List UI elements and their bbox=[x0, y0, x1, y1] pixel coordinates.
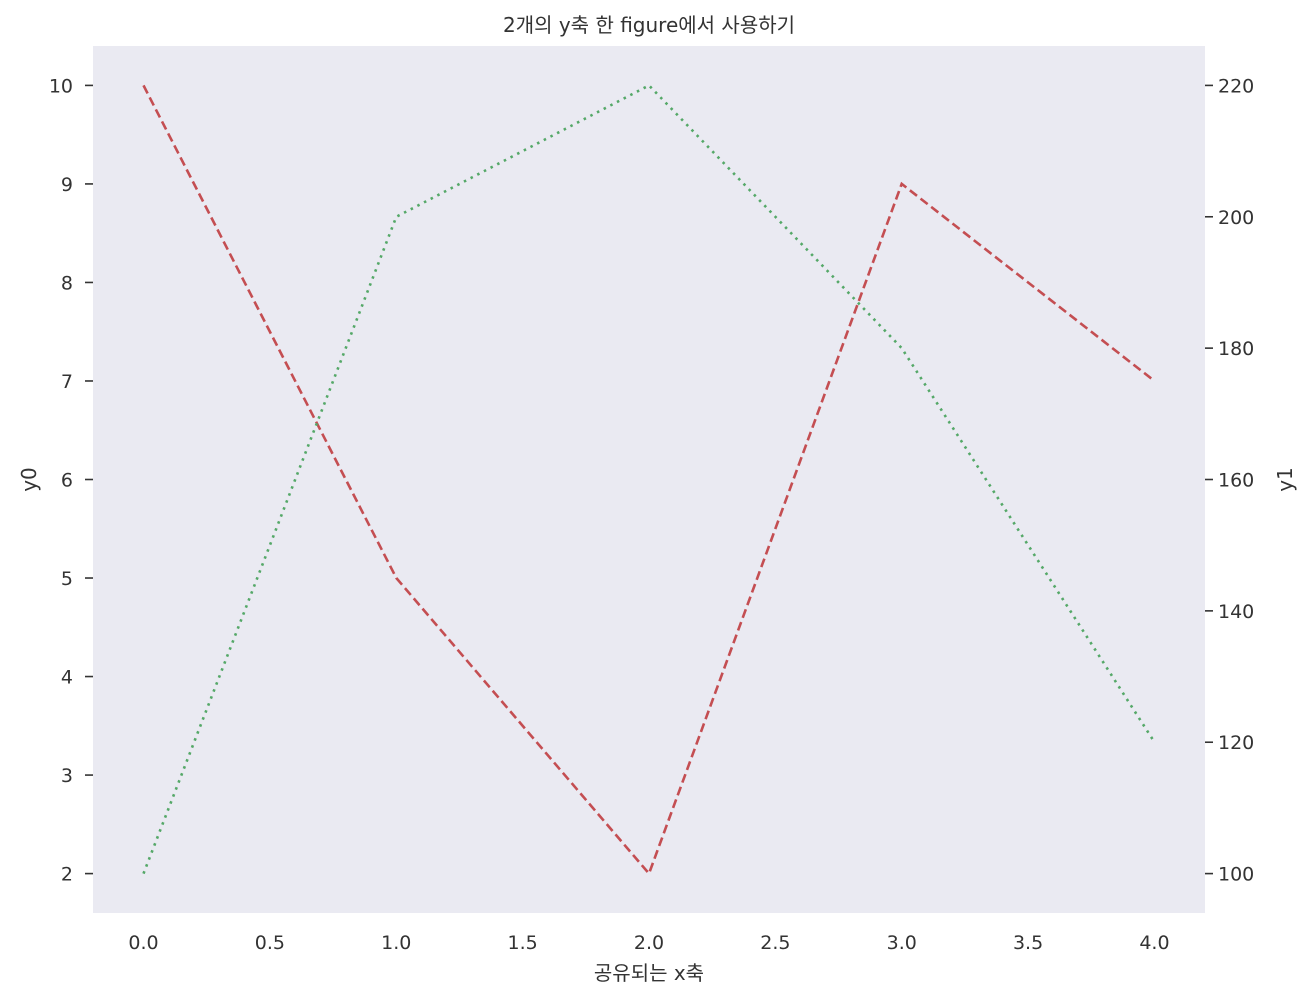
x-tick-label: 3.0 bbox=[887, 932, 917, 954]
chart-title: 2개의 y축 한 figure에서 사용하기 bbox=[503, 13, 795, 37]
left-y-tick-label: 3 bbox=[61, 765, 73, 787]
right-y-tick-label: 200 bbox=[1218, 207, 1254, 229]
x-tick-label: 0.5 bbox=[255, 932, 285, 954]
right-y-tick-label: 180 bbox=[1218, 338, 1254, 360]
right-y-tick-label: 160 bbox=[1218, 470, 1254, 492]
x-axis: 0.0 0.5 1.0 1.5 2.0 2.5 3.0 3.5 4.0 bbox=[128, 932, 1169, 954]
left-y-tick-label: 2 bbox=[61, 864, 73, 886]
x-tick-label: 2.5 bbox=[760, 932, 790, 954]
right-y-axis: 100 120 140 160 180 200 220 bbox=[1205, 75, 1254, 885]
x-tick-label: 2.0 bbox=[634, 932, 664, 954]
left-y-tick-label: 9 bbox=[61, 174, 73, 196]
x-tick-label: 0.0 bbox=[128, 932, 158, 954]
left-y-tick-label: 4 bbox=[61, 667, 73, 689]
x-tick-label: 1.0 bbox=[381, 932, 411, 954]
right-y-tick-label: 220 bbox=[1218, 75, 1254, 97]
x-tick-label: 4.0 bbox=[1139, 932, 1169, 954]
right-y-axis-label: y1 bbox=[1273, 467, 1297, 492]
right-y-tick-label: 140 bbox=[1218, 601, 1254, 623]
left-y-axis-label: y0 bbox=[17, 467, 41, 492]
left-y-tick-label: 7 bbox=[61, 371, 73, 393]
left-y-tick-label: 5 bbox=[61, 568, 73, 590]
x-tick-label: 1.5 bbox=[508, 932, 538, 954]
x-tick-label: 3.5 bbox=[1013, 932, 1043, 954]
left-y-tick-label: 6 bbox=[61, 470, 73, 492]
right-y-tick-label: 100 bbox=[1218, 864, 1254, 886]
left-y-tick-label: 8 bbox=[61, 272, 73, 294]
plot-area bbox=[93, 46, 1205, 913]
x-axis-label: 공유되는 x축 bbox=[594, 961, 704, 985]
right-y-tick-label: 120 bbox=[1218, 732, 1254, 754]
left-y-tick-label: 10 bbox=[49, 75, 73, 97]
left-y-axis: 2 3 4 5 6 7 8 9 10 bbox=[49, 75, 93, 885]
